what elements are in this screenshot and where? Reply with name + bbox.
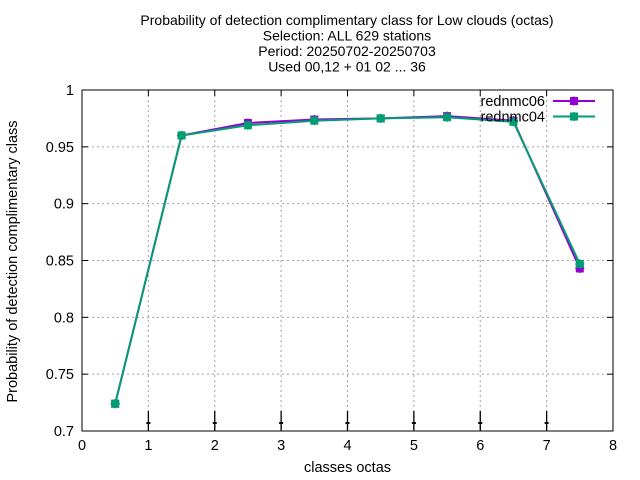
data-point <box>569 112 579 121</box>
data-point <box>243 120 253 130</box>
legend-label: rednmc04 <box>481 110 545 126</box>
data-point <box>177 130 187 140</box>
error-bar <box>345 411 350 430</box>
y-tick-label: 0.8 <box>54 310 74 326</box>
error-bar <box>212 411 217 430</box>
data-point <box>442 112 452 122</box>
x-tick-label: 7 <box>543 438 551 454</box>
data-point <box>569 96 579 106</box>
error-bar <box>478 411 483 430</box>
y-axis-label: Probability of detection complimentary c… <box>5 120 21 402</box>
legend-item: rednmc06 <box>481 94 595 110</box>
data-point <box>110 399 120 409</box>
data-point <box>309 116 319 126</box>
x-tick-label: 4 <box>343 438 351 454</box>
grid <box>82 90 613 431</box>
data-point <box>508 117 518 127</box>
y-tick-label: 0.75 <box>46 367 74 383</box>
title-line: Probability of detection complimentary c… <box>140 12 553 28</box>
title-line: Selection: ALL 629 stations <box>263 28 431 44</box>
title-line: Used 00,12 + 01 02 ... 36 <box>268 59 426 75</box>
y-tick-label: 0.9 <box>54 197 74 213</box>
y-axis-ticks: 0.7 0.75 0.8 0.85 0.9 0.95 1 <box>46 83 613 440</box>
data-point <box>376 113 386 123</box>
error-bar <box>146 411 151 430</box>
chart-title: Probability of detection complimentary c… <box>140 12 553 75</box>
legend-label: rednmc06 <box>481 94 545 110</box>
x-tick-label: 2 <box>211 438 219 454</box>
error-bar <box>279 411 284 430</box>
title-line: Period: 20250702-20250703 <box>258 43 436 59</box>
y-tick-label: 0.85 <box>46 254 74 270</box>
x-axis-label: classes octas <box>304 460 391 476</box>
series-rednmc04 <box>110 112 585 409</box>
x-tick-label: 5 <box>410 438 418 454</box>
legend-item: rednmc04 <box>481 110 595 126</box>
y-tick-label: 1 <box>66 83 74 99</box>
data-point <box>575 259 585 269</box>
y-tick-label: 0.95 <box>46 140 74 156</box>
x-tick-label: 0 <box>78 438 86 454</box>
error-bar <box>411 411 416 430</box>
error-bars <box>146 411 549 430</box>
x-tick-label: 3 <box>277 438 285 454</box>
x-tick-label: 8 <box>609 438 617 454</box>
x-tick-label: 6 <box>476 438 484 454</box>
y-tick-label: 0.7 <box>54 424 74 440</box>
error-bar <box>544 411 549 430</box>
series-line <box>114 116 581 404</box>
x-tick-label: 1 <box>144 438 152 454</box>
series <box>110 111 585 409</box>
